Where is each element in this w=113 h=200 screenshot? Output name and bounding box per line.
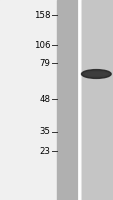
Text: 23: 23 — [39, 146, 50, 156]
Ellipse shape — [84, 72, 106, 76]
Text: 158: 158 — [33, 10, 50, 20]
Ellipse shape — [81, 70, 110, 78]
Text: 106: 106 — [33, 40, 50, 49]
Bar — [56, 0, 77, 200]
Bar — [81, 0, 113, 200]
Text: 35: 35 — [39, 128, 50, 136]
Bar — [0, 0, 56, 200]
Text: 79: 79 — [39, 58, 50, 68]
Text: 48: 48 — [39, 95, 50, 104]
